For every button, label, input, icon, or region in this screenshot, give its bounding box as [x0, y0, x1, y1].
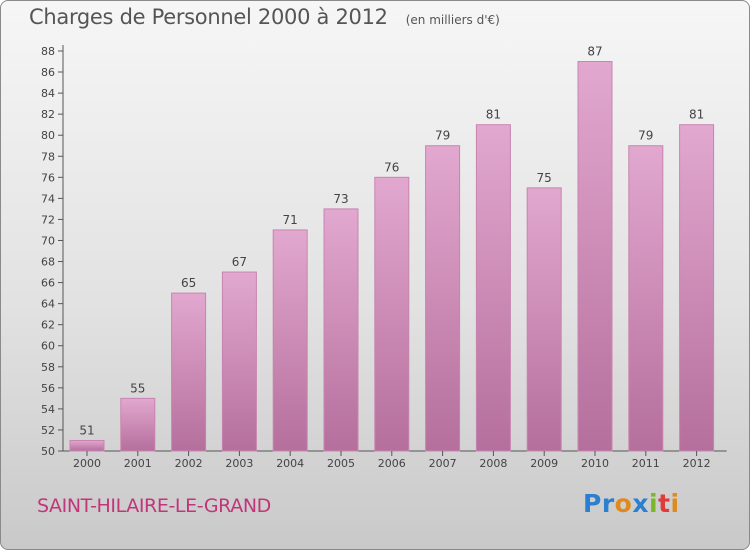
data-label: 76: [384, 160, 399, 174]
logo-letter: i: [649, 489, 659, 518]
bar: [475, 124, 511, 452]
bar: [120, 397, 156, 452]
data-label: 79: [435, 129, 450, 143]
x-tick-label: 2006: [378, 457, 406, 470]
y-tick-label: 82: [41, 108, 55, 121]
bar: [171, 292, 207, 452]
bar: [323, 208, 359, 452]
y-tick-label: 58: [41, 361, 55, 374]
logo-letter: i: [670, 489, 680, 518]
x-tick-label: 2002: [175, 457, 203, 470]
y-tick-label: 70: [41, 234, 55, 247]
logo-letter: r: [601, 489, 615, 518]
y-tick-label: 54: [41, 403, 55, 416]
x-tick-label: 2005: [327, 457, 355, 470]
data-label: 87: [587, 45, 602, 59]
data-label: 75: [537, 171, 552, 185]
data-label: 51: [79, 423, 94, 437]
x-tick-label: 2000: [73, 457, 101, 470]
x-tick-label: 2008: [479, 457, 507, 470]
data-label: 79: [638, 129, 653, 143]
bar: [526, 187, 562, 452]
y-tick-label: 76: [41, 171, 55, 184]
logo-letter: x: [632, 489, 649, 518]
x-tick-label: 2010: [581, 457, 609, 470]
y-tick-label: 80: [41, 129, 55, 142]
y-tick-label: 56: [41, 382, 55, 395]
chart-title: Charges de Personnel 2000 à 2012: [29, 5, 388, 29]
title-row: Charges de Personnel 2000 à 2012 (en mil…: [29, 5, 500, 29]
x-tick-label: 2009: [530, 457, 558, 470]
y-tick-label: 52: [41, 424, 55, 437]
data-label: 67: [232, 255, 247, 269]
y-tick-label: 60: [41, 340, 55, 353]
x-tick-label: 2001: [124, 457, 152, 470]
bar: [679, 124, 715, 452]
data-label: 55: [130, 381, 145, 395]
x-tick-label: 2012: [683, 457, 711, 470]
chart-subtitle: (en milliers d'€): [405, 13, 500, 27]
bar: [628, 145, 664, 452]
x-tick-label: 2011: [632, 457, 660, 470]
y-tick-label: 88: [41, 45, 55, 58]
bar: [69, 439, 105, 452]
data-label: 81: [486, 108, 501, 122]
y-tick-label: 68: [41, 256, 55, 269]
logo-letter: t: [658, 489, 671, 518]
bar: [374, 176, 410, 452]
y-tick-label: 84: [41, 87, 55, 100]
commune-name: SAINT-HILAIRE-LE-GRAND: [37, 495, 271, 517]
y-tick-label: 50: [41, 445, 55, 458]
bar: [221, 271, 257, 452]
data-label: 81: [689, 108, 704, 122]
proxiti-logo: Proxiti: [583, 489, 680, 518]
y-tick-label: 86: [41, 66, 55, 79]
data-label: 71: [283, 213, 298, 227]
y-tick-label: 64: [41, 298, 55, 311]
x-tick-label: 2003: [225, 457, 253, 470]
data-label: 65: [181, 276, 196, 290]
bar: [272, 229, 308, 452]
y-tick-label: 78: [41, 150, 55, 163]
x-tick-label: 2004: [276, 457, 304, 470]
logo-letter: o: [614, 489, 633, 518]
y-tick-label: 72: [41, 213, 55, 226]
logo-letter: P: [583, 489, 602, 518]
y-tick-label: 66: [41, 277, 55, 290]
bar: [577, 61, 613, 452]
x-tick-label: 2007: [429, 457, 457, 470]
y-tick-label: 74: [41, 192, 55, 205]
bar: [425, 145, 461, 452]
data-label: 73: [333, 192, 348, 206]
y-tick-label: 62: [41, 319, 55, 332]
